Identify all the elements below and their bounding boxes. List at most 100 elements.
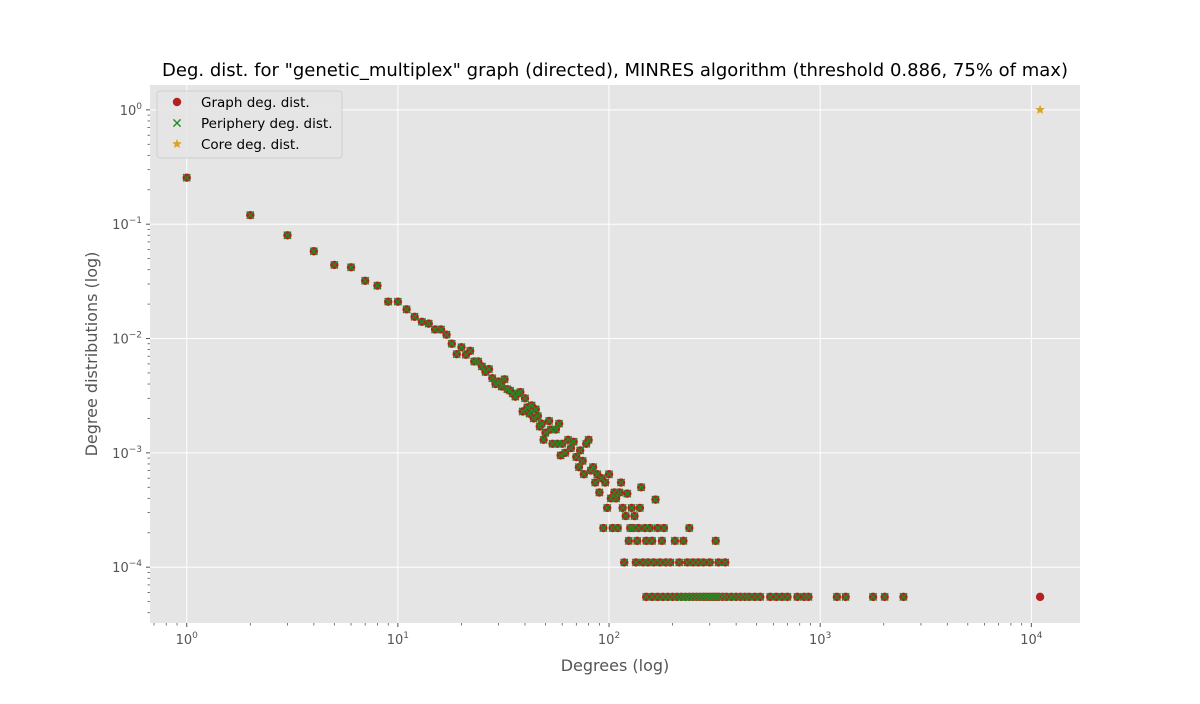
- periphery-degree-point: [642, 536, 651, 545]
- periphery-degree-point: [804, 592, 813, 601]
- periphery-degree-point: [529, 414, 538, 423]
- periphery-degree-point: [832, 592, 842, 601]
- periphery-degree-point: [447, 339, 456, 348]
- periphery-degree-point: [516, 388, 525, 397]
- periphery-degree-point: [630, 511, 639, 521]
- periphery-degree-point: [533, 411, 542, 421]
- periphery-degree-point: [554, 419, 564, 428]
- periphery-degree-point: [393, 297, 402, 306]
- x-axis-label: Degrees (log): [561, 656, 670, 675]
- periphery-degree-point: [624, 536, 633, 545]
- periphery-degree-point: [685, 523, 694, 533]
- periphery-degree-point: [611, 494, 621, 503]
- periphery-degree-point: [544, 416, 554, 426]
- periphery-degree-point: [648, 536, 657, 545]
- periphery-degree-point: [564, 435, 573, 444]
- periphery-degree-point: [642, 592, 651, 601]
- legend-marker-graph: [172, 97, 182, 107]
- x-tick-label: 102: [598, 631, 620, 648]
- periphery-degree-point: [744, 592, 754, 601]
- periphery-degree-point: [309, 247, 318, 256]
- periphery-degree-point: [430, 325, 440, 334]
- periphery-degree-point: [531, 405, 540, 414]
- periphery-degree-point: [477, 362, 487, 371]
- periphery-degree-point: [766, 592, 775, 601]
- periphery-degree-point: [675, 558, 684, 567]
- periphery-degree-point: [868, 592, 878, 601]
- periphery-degree-point: [572, 452, 581, 462]
- periphery-degree-point: [558, 439, 567, 448]
- graph-degree-point: [1035, 592, 1045, 602]
- periphery-degree-point: [688, 592, 698, 601]
- periphery-degree-point: [643, 558, 653, 567]
- x-tick-label: 100: [176, 631, 199, 648]
- periphery-degree-point: [541, 428, 550, 437]
- periphery-degree-point: [582, 439, 591, 448]
- periphery-degree-point: [551, 425, 560, 434]
- periphery-degree-point: [595, 488, 604, 497]
- periphery-degree-point: [618, 503, 627, 513]
- periphery-degree-point: [705, 558, 714, 567]
- periphery-degree-point: [497, 382, 506, 391]
- legend-marker-core: [172, 139, 182, 149]
- core-degree-point: [1035, 104, 1045, 114]
- periphery-degree-point: [880, 592, 889, 601]
- periphery-degree-point: [556, 451, 565, 460]
- periphery-degree-point: [402, 305, 411, 314]
- periphery-degree-point: [621, 511, 630, 521]
- periphery-degree-point: [384, 297, 393, 306]
- periphery-degree-point: [584, 435, 593, 444]
- periphery-degree-point: [424, 319, 433, 328]
- periphery-degree-point: [633, 536, 642, 545]
- periphery-degree-point: [649, 558, 658, 567]
- periphery-degree-point: [783, 592, 792, 601]
- periphery-degree-point: [283, 231, 292, 240]
- periphery-degree-point: [613, 523, 622, 533]
- periphery-degree-point: [466, 346, 475, 355]
- periphery-degree-point: [626, 523, 635, 533]
- legend: Graph deg. dist. Periphery deg. dist. Co…: [156, 90, 343, 159]
- periphery-degree-point: [569, 437, 578, 446]
- periphery-degree-point: [711, 536, 720, 545]
- periphery-degree-point: [653, 523, 662, 533]
- legend-label-graph: Graph deg. dist.: [201, 95, 310, 111]
- y-axis-label: Degree distributions (log): [82, 252, 101, 457]
- periphery-degree-point: [702, 592, 711, 601]
- periphery-degree-point: [474, 357, 483, 366]
- legend-marker-periphery: [172, 118, 182, 128]
- periphery-degree-point: [679, 536, 688, 545]
- legend-label-core: Core deg. dist.: [201, 137, 300, 153]
- periphery-degree-point: [615, 488, 624, 497]
- periphery-degree-point: [699, 592, 708, 601]
- periphery-degree-point: [537, 419, 546, 428]
- periphery-degree-point: [484, 365, 494, 374]
- periphery-degree-point: [721, 558, 730, 567]
- periphery-degree-point: [410, 312, 419, 321]
- periphery-degree-point: [651, 495, 660, 504]
- periphery-degree-point: [685, 592, 694, 601]
- periphery-degree-point: [699, 558, 708, 567]
- periphery-degree-point: [634, 523, 643, 533]
- y-tick-label: 10−2: [112, 331, 142, 348]
- periphery-degree-point: [452, 350, 461, 359]
- periphery-degree-point: [417, 317, 427, 326]
- data-marks: [182, 104, 1045, 602]
- periphery-degree-point: [566, 444, 576, 453]
- periphery-degree-point: [645, 523, 654, 533]
- periphery-degree-point: [182, 173, 191, 182]
- periphery-degree-point: [603, 503, 612, 513]
- periphery-degree-point: [494, 377, 503, 386]
- periphery-degree-point: [627, 503, 636, 513]
- periphery-degree-point: [330, 260, 339, 270]
- periphery-degree-point: [696, 592, 705, 601]
- periphery-degree-point: [588, 463, 598, 472]
- periphery-degree-point: [361, 276, 370, 285]
- periphery-degree-point: [655, 558, 664, 567]
- periphery-degree-point: [756, 592, 765, 601]
- legend-label-periphery: Periphery deg. dist.: [201, 116, 333, 132]
- periphery-degree-point: [666, 558, 675, 567]
- periphery-degree-point: [576, 446, 585, 455]
- periphery-degree-point: [561, 448, 570, 457]
